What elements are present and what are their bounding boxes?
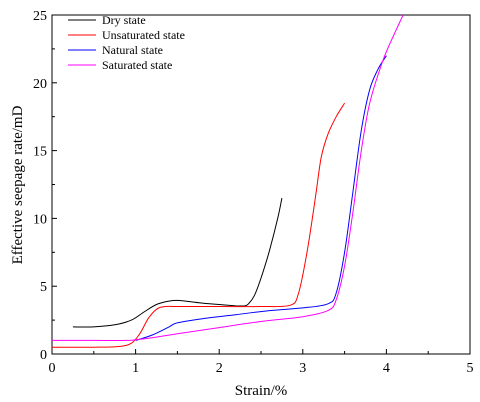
- legend-label: Saturated state: [102, 58, 172, 72]
- series-lines: [51, 14, 404, 348]
- series-line-3: [135, 55, 387, 341]
- axis-ticks: 0 1 2 3 4 5 0 5 10 15 20 25: [33, 9, 474, 376]
- x-tick-label: 4: [383, 361, 390, 376]
- x-axis-title: Strain/%: [235, 383, 288, 399]
- y-tick-label: 20: [33, 77, 47, 92]
- x-tick-label: 2: [216, 361, 223, 376]
- y-tick-label: 5: [40, 280, 47, 295]
- series-line-2: [51, 102, 346, 348]
- series-line-4: [52, 14, 404, 341]
- legend-label: Unsaturated state: [102, 28, 185, 42]
- series-line-1: [72, 197, 283, 328]
- y-tick-label: 25: [33, 9, 47, 24]
- x-tick-label: 3: [299, 361, 306, 376]
- y-tick-label: 10: [33, 212, 47, 227]
- x-tick-label: 5: [467, 361, 474, 376]
- y-tick-label: 15: [33, 145, 47, 160]
- y-tick-label: 0: [40, 348, 47, 363]
- x-tick-label: 0: [49, 361, 56, 376]
- legend-label: Natural state: [102, 43, 163, 57]
- y-axis-title: Effective seepage rate/mD: [10, 105, 26, 264]
- legend-label: Dry state: [102, 13, 146, 27]
- x-tick-label: 1: [132, 361, 139, 376]
